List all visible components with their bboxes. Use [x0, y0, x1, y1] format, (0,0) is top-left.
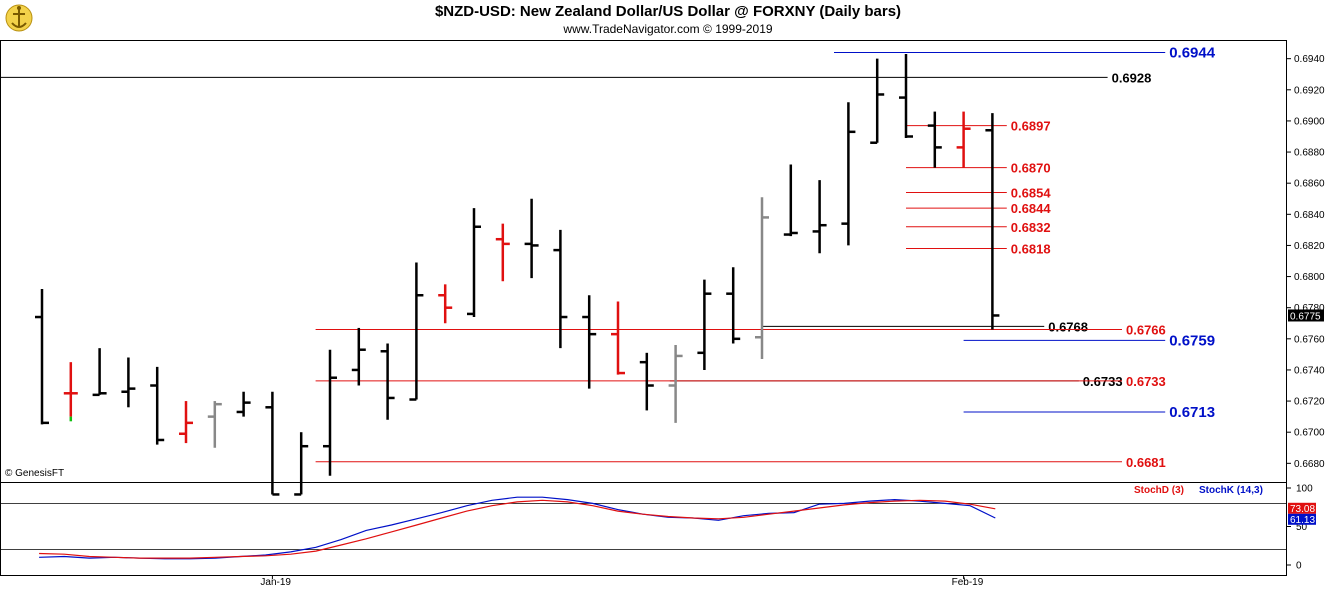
ohlc-bar: [150, 366, 165, 445]
ohlc-bar: [63, 362, 78, 422]
price-tick-label: 0.6900: [1294, 116, 1325, 127]
level-label: 0.6766: [1126, 322, 1166, 337]
data-credit: © GenesisFT: [5, 468, 65, 479]
ohlc-bar: [985, 113, 1000, 330]
price-tick-label: 0.6800: [1294, 272, 1325, 283]
price-tick-label: 0.6940: [1294, 54, 1325, 65]
ohlc-bar: [812, 180, 827, 254]
x-axis: Jan-19 Feb-19: [260, 575, 984, 588]
price-tick-label: 0.6880: [1294, 148, 1325, 159]
price-tick-label: 0.6780: [1294, 303, 1325, 314]
ohlc-bar: [207, 401, 222, 448]
level-label: 0.6897: [1011, 119, 1051, 134]
level-label: 0.6944: [1169, 44, 1216, 61]
ohlc-bar: [409, 262, 424, 401]
last-price-box: [1288, 309, 1324, 322]
stochD-line: [39, 499, 996, 559]
ohlc-bar: [35, 289, 49, 425]
ohlc-bar: [697, 279, 712, 370]
ohlc-bar: [956, 111, 971, 168]
ohlc-bar: [179, 401, 193, 444]
ohlc-bar: [726, 267, 741, 344]
ohlc-bar: [236, 391, 251, 417]
stochD-last-label: 73.08: [1290, 504, 1315, 515]
price-tick-label: 0.6860: [1294, 179, 1325, 190]
ohlc-bar: [438, 284, 453, 324]
price-axis: 0.6680 0.6700 0.6720 0.6740 0.6760 0.6780 0.68…: [1286, 54, 1325, 470]
x-tick-label: Jan-19: [260, 577, 291, 588]
ohlc-bar: [870, 58, 885, 144]
price-tick-label: 0.6760: [1294, 334, 1325, 345]
ohlc-bar: [265, 391, 280, 496]
x-tick-label: Feb-19: [952, 577, 984, 588]
stochK-last-box: [1288, 513, 1316, 525]
ohlc-bar: [467, 208, 481, 318]
ohlc-bar: [524, 198, 539, 279]
ohlc-bar: [351, 327, 366, 386]
level-label: 0.6870: [1011, 161, 1051, 176]
ohlc-bar: [639, 352, 654, 411]
ohlc-bar: [668, 345, 683, 423]
price-tick-label: 0.6820: [1294, 241, 1325, 252]
price-tick-label: 0.6840: [1294, 210, 1325, 221]
stochK-legend: StochK (14,3): [1199, 485, 1263, 496]
level-label: 0.6768: [1048, 319, 1088, 334]
ohlc-bar: [582, 295, 597, 389]
price-tick-label: 0.6700: [1294, 428, 1325, 439]
level-label: 0.6713: [1169, 404, 1215, 421]
trade-navigator-logo-icon: [4, 3, 34, 38]
level-label: 0.6844: [1011, 201, 1052, 216]
ohlc-bar: [323, 349, 337, 476]
level-label: 0.6854: [1011, 186, 1052, 201]
level-label: 0.6733: [1126, 374, 1166, 389]
price-tick-label: 0.6920: [1294, 85, 1325, 96]
ohlc-bar: [927, 111, 942, 168]
stoch-tick-label: 50: [1296, 522, 1308, 533]
level-label: 0.6832: [1011, 220, 1051, 235]
stoch-panel-frame: [0, 482, 1287, 576]
price-tick-label: 0.6680: [1294, 459, 1325, 470]
last-price-label: 0.6775: [1290, 311, 1321, 322]
ohlc-bar: [553, 229, 568, 349]
price-tick-label: 0.6720: [1294, 397, 1325, 408]
level-label: 0.6681: [1126, 455, 1166, 470]
chart-subtitle: www.TradeNavigator.com © 1999-2019: [563, 22, 773, 36]
ohlc-bar: [755, 197, 769, 360]
chart-title: $NZD-USD: New Zealand Dollar/US Dollar @…: [434, 3, 902, 20]
level-label: 0.6928: [1112, 70, 1152, 85]
ohlc-bar: [380, 343, 395, 420]
stochK-last-label: 61.13: [1290, 515, 1315, 526]
ohlc-bar: [121, 357, 136, 408]
ohlc-bars: [35, 54, 1000, 496]
ohlc-bar: [495, 223, 510, 282]
level-label: 0.6818: [1011, 242, 1051, 257]
ohlc-bar: [841, 102, 856, 246]
ohlc-bar: [611, 301, 625, 375]
price-panel-frame: [0, 40, 1287, 483]
stoch-tick-label: 0: [1296, 561, 1302, 572]
ohlc-bar: [899, 54, 913, 139]
price-tick-label: 0.6740: [1294, 365, 1325, 376]
stochD-last-box: [1288, 502, 1316, 514]
ohlc-bar: [92, 348, 107, 397]
stochD-legend: StochD (3): [1134, 485, 1184, 496]
level-label: 0.6759: [1169, 332, 1215, 349]
ohlc-bar: [294, 432, 309, 496]
stochK-line: [39, 496, 996, 560]
ohlc-bar: [783, 164, 798, 237]
stoch-tick-label: 100: [1296, 484, 1313, 495]
